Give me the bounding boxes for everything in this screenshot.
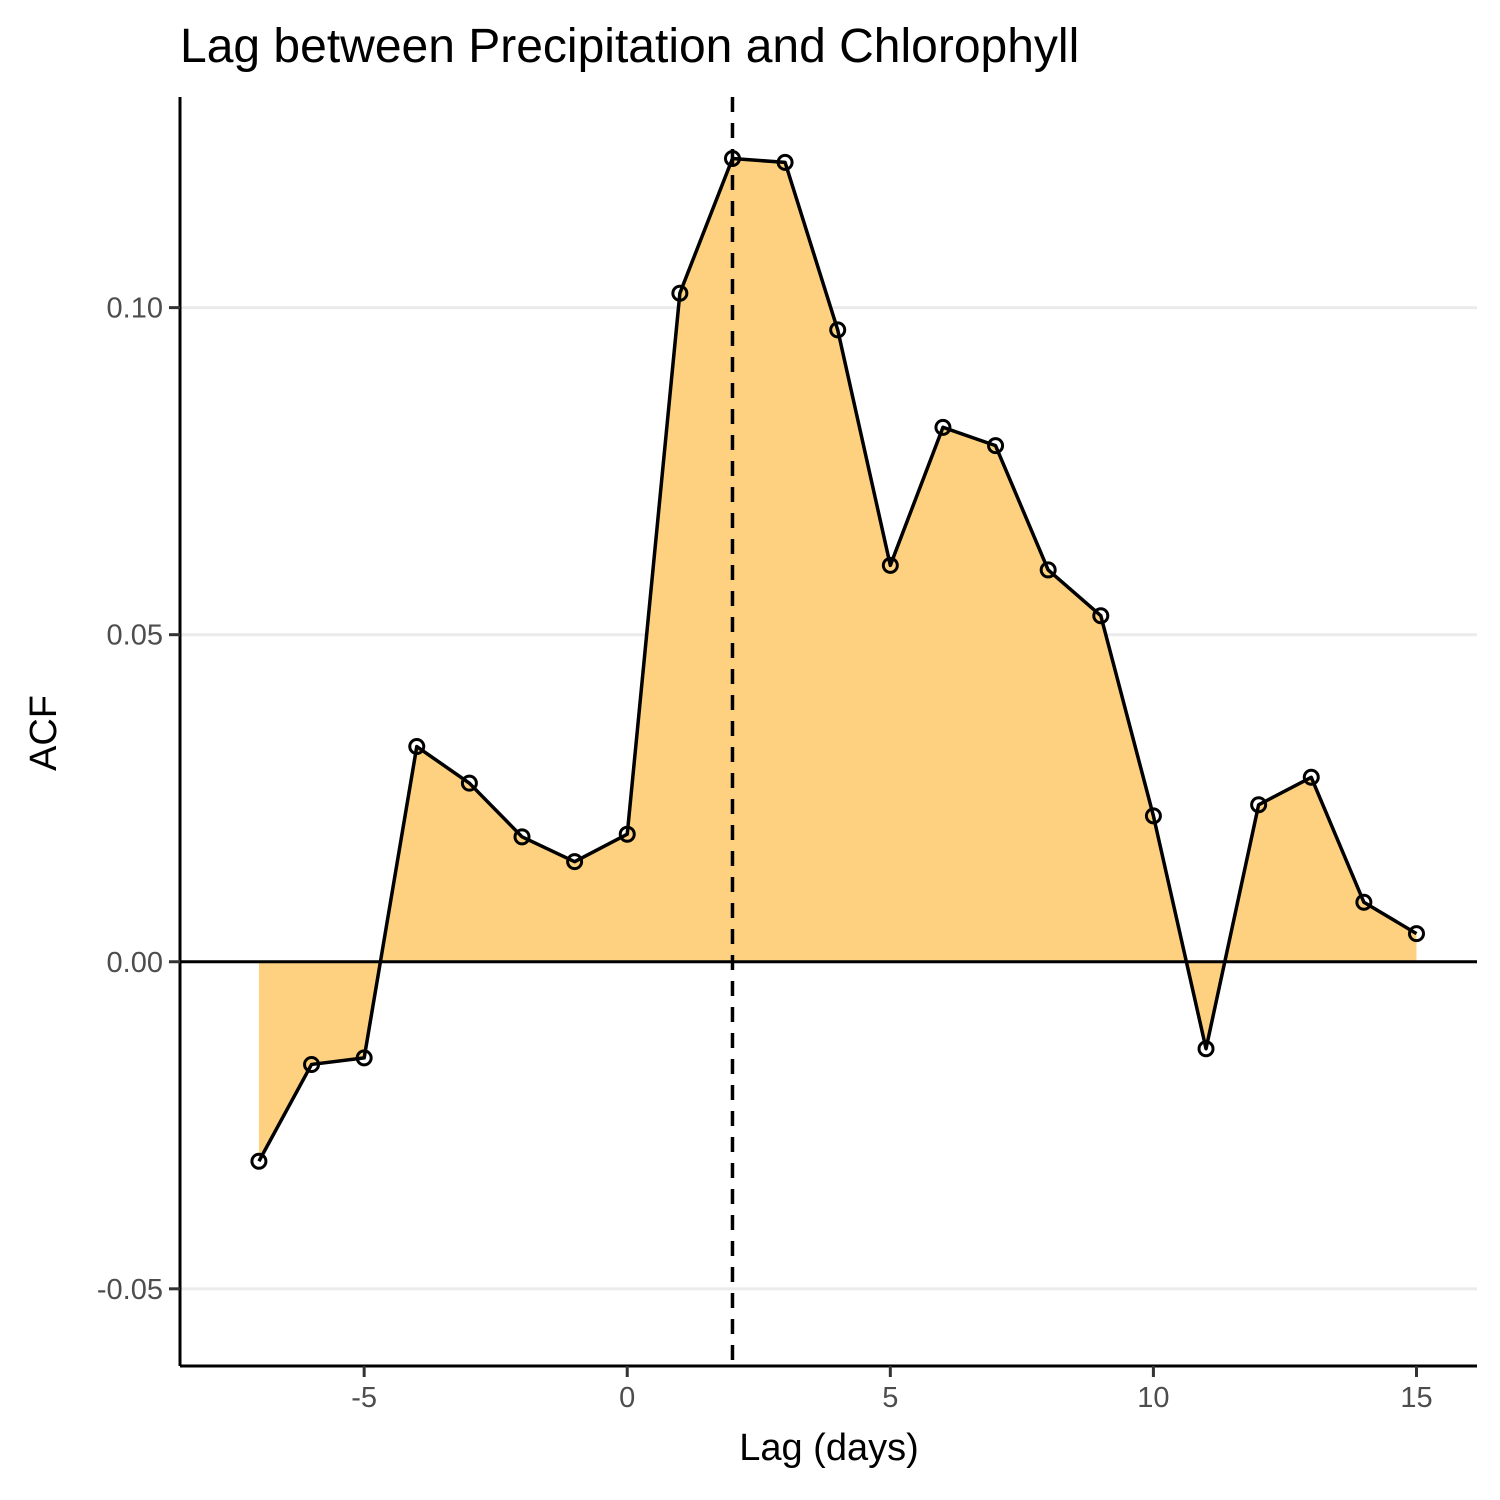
data-point xyxy=(566,853,584,871)
data-point xyxy=(250,1152,268,1170)
x-axis-title: Lag (days) xyxy=(739,1427,919,1469)
data-point xyxy=(1302,768,1320,786)
data-point xyxy=(671,284,689,302)
data-point xyxy=(1039,561,1057,579)
area-layer xyxy=(258,158,1417,1162)
acf-area-fill xyxy=(258,158,1417,1162)
data-point xyxy=(1355,893,1373,911)
data-point xyxy=(829,321,847,339)
data-point xyxy=(1250,796,1268,814)
x-tick-label: 10 xyxy=(1137,1382,1169,1414)
data-point xyxy=(1144,807,1162,825)
reference-lines xyxy=(180,97,1477,1366)
series-layer xyxy=(250,149,1425,1170)
data-point xyxy=(881,556,899,574)
data-point xyxy=(1092,607,1110,625)
data-point xyxy=(987,437,1005,455)
data-point xyxy=(355,1049,373,1067)
x-tick-label: 0 xyxy=(619,1382,635,1414)
x-tick-label: 15 xyxy=(1400,1382,1432,1414)
data-point xyxy=(618,825,636,843)
axis-layer: -5 0 5 10 15 -0.05 0.00 0.05 0.10 xyxy=(97,97,1477,1414)
acf-series-line xyxy=(257,156,1418,1163)
data-point xyxy=(1197,1040,1215,1058)
data-point xyxy=(934,418,952,436)
y-tick-label: 0.00 xyxy=(107,947,163,979)
y-tick-label: -0.05 xyxy=(97,1274,163,1306)
x-tick-label: 5 xyxy=(882,1382,898,1414)
y-tick-label: 0.10 xyxy=(107,293,163,325)
data-point xyxy=(1407,925,1425,943)
data-point xyxy=(303,1055,321,1073)
chart-title: Lag between Precipitation and Chlorophyl… xyxy=(180,20,1079,73)
y-axis-title: ACF xyxy=(23,695,65,771)
data-point xyxy=(408,738,426,756)
data-point xyxy=(460,774,478,792)
data-point xyxy=(513,828,531,846)
data-point xyxy=(723,149,741,167)
x-tick-label: -5 xyxy=(351,1382,377,1414)
y-tick-label: 0.05 xyxy=(107,620,163,652)
data-point xyxy=(776,153,794,171)
